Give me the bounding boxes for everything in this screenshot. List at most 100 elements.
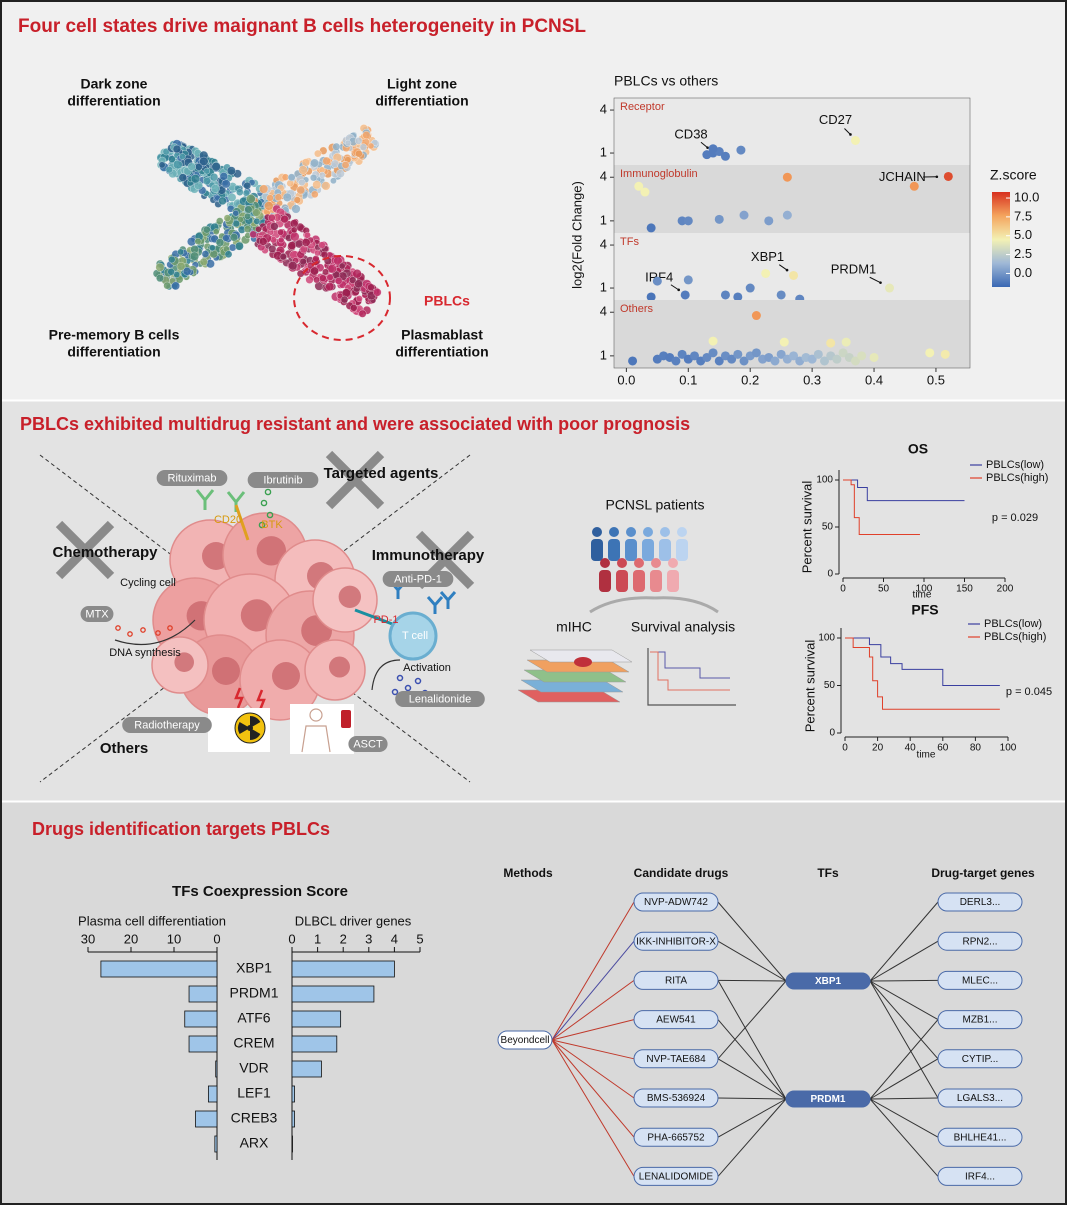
radiation-bolt [256, 689, 266, 711]
umap-cell [344, 139, 352, 147]
axis-title: Percent survival [802, 640, 817, 733]
ibrutinib-dot [264, 488, 272, 496]
method-node-label: Beyondcell [501, 1035, 550, 1046]
drug-pill [395, 691, 485, 707]
state-label: differentiation [375, 93, 468, 109]
bar [291, 960, 395, 978]
gene-point [708, 144, 718, 154]
umap-cell [158, 161, 166, 169]
umap-cell [330, 177, 337, 185]
umap-cell [178, 173, 187, 182]
umap-cell [190, 174, 201, 184]
category-label: ARX [240, 1135, 269, 1151]
umap-cell [199, 156, 209, 166]
x-tick-label: 4 [391, 931, 398, 946]
umap-cell [318, 171, 326, 179]
drug-node-label: NVP-TAE684 [646, 1054, 706, 1065]
x-tick-label: 0.0 [617, 372, 635, 387]
umap-cell [349, 276, 357, 284]
umap-cell [321, 181, 331, 191]
gene-node-label: BHLHE41... [954, 1132, 1007, 1143]
umap-cell [298, 165, 308, 175]
drug-pill-label: Radiotherapy [134, 719, 200, 731]
edge [551, 901, 635, 1041]
umap-cell [211, 162, 221, 172]
umap-cell [277, 228, 284, 236]
facet-label: Others [620, 303, 654, 315]
mihc-tissue [574, 657, 592, 667]
y-tick-label: 0 [827, 569, 833, 580]
plot-frame [613, 97, 971, 369]
bar [188, 1035, 218, 1053]
umap-cell [223, 214, 231, 222]
umap-cell [203, 177, 212, 186]
gene-point [751, 311, 761, 321]
umap-cell [318, 241, 326, 249]
umap-cell [359, 143, 368, 151]
x-tick-label: 3 [365, 931, 372, 946]
gene-point [680, 290, 690, 300]
umap-cell [270, 222, 279, 231]
edges [551, 901, 939, 1177]
t-cell [388, 611, 438, 661]
axis-title: Plasma cell differentiation [78, 913, 226, 928]
colorbar-tick-label: 0.0 [1014, 265, 1032, 280]
tumour-nucleus [212, 657, 240, 685]
drug-node [633, 931, 719, 951]
umap-cell [259, 184, 269, 194]
umap-cell [259, 237, 268, 246]
umap-cell [367, 283, 375, 291]
mtx-dot [140, 627, 146, 633]
patient-icon [642, 539, 654, 561]
colorbar-tick-label: 7.5 [1014, 208, 1032, 223]
gene-point [885, 283, 895, 293]
umap-cell [290, 226, 298, 234]
umap-cell [203, 225, 211, 234]
gene-node [937, 970, 1023, 990]
bar [291, 1135, 293, 1153]
x-tick-label: 0.1 [679, 372, 697, 387]
y-tick-label: 1 [600, 347, 607, 362]
umap-cell [354, 137, 363, 145]
gene-point [683, 216, 693, 226]
edge [551, 1039, 635, 1099]
drug-node [633, 1166, 719, 1186]
divider-dashed [39, 454, 471, 783]
edge [551, 979, 635, 1041]
tumour-nucleus [272, 662, 300, 690]
antibody [439, 591, 457, 609]
umap-cell [155, 262, 165, 272]
gene-point [909, 181, 919, 191]
mini-curve [650, 651, 730, 691]
umap-cell [280, 214, 289, 224]
edge [869, 1098, 939, 1177]
umap-cell [326, 273, 334, 281]
ibrutinib-dot [258, 521, 266, 529]
umap-cell [227, 193, 237, 202]
patient-icon [633, 570, 645, 592]
plot-title: TFs Coexpression Score [172, 883, 348, 900]
gene-point [764, 216, 774, 226]
y-tick-label: 4 [600, 236, 607, 251]
gene-point [857, 351, 867, 361]
colorbar-tick-label: 10.0 [1014, 189, 1039, 204]
gene-point [838, 348, 848, 358]
therapy-label: Others [100, 740, 148, 757]
edge [717, 980, 787, 1060]
drug-pill-label: MTX [85, 608, 109, 620]
patient-icon [676, 539, 688, 561]
x-tick-label: 200 [997, 584, 1014, 595]
umap-cell [246, 194, 256, 204]
gene-arrow-head [706, 146, 709, 149]
gene-point [714, 214, 724, 224]
umap-cell [222, 234, 230, 242]
lenalidomide-dot [396, 674, 404, 682]
drug-pill-label: Ibrutinib [263, 474, 302, 486]
cohort-label: Survival analysis [631, 619, 735, 635]
umap-cell [229, 233, 239, 242]
umap-cell [209, 173, 219, 182]
drug-pill-label: ASCT [353, 738, 383, 750]
y-tick-label: 50 [824, 680, 836, 691]
gene-point [628, 356, 638, 366]
drug-node [633, 1127, 719, 1147]
